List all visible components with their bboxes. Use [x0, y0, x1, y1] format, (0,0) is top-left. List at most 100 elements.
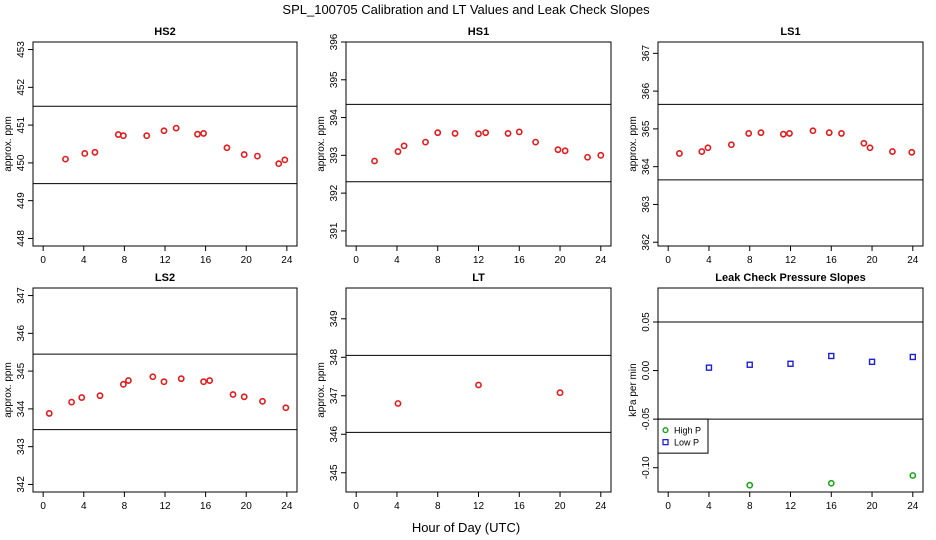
y-tick-label: 345 — [329, 464, 340, 481]
data-point — [400, 142, 408, 150]
y-tick-label: 345 — [16, 362, 27, 379]
data-point — [698, 148, 706, 155]
x-tick-label: 24 — [281, 501, 293, 512]
data-point — [504, 130, 512, 137]
x-tick-label: 12 — [785, 501, 797, 512]
data-point — [68, 398, 75, 406]
panel-title: HS1 — [468, 26, 489, 38]
data-point — [62, 155, 69, 163]
data-point — [746, 481, 754, 489]
data-point — [149, 373, 157, 381]
data-point — [240, 393, 248, 401]
plot-frame — [32, 287, 298, 493]
chart-panel-6: Leak Check Pressure Slopes 0 4 8 12 16 20 24 -0.… — [628, 272, 924, 512]
data-point — [422, 138, 429, 146]
chart-panel-1: HS2 0 4 8 12 16 20 24 448 449 450 451 452 453 approx. … — [3, 26, 298, 266]
x-tick-label: 12 — [785, 255, 797, 266]
data-point — [556, 389, 564, 397]
data-point — [727, 141, 735, 149]
y-tick-label: -0.05 — [641, 407, 652, 430]
legend: High P Low P — [657, 418, 709, 454]
chart-panel-2: HS1 0 4 8 12 16 20 24 391 392 393 394 395 396 approx. … — [316, 26, 612, 266]
data-point — [860, 139, 868, 147]
y-axis-label: approx. ppm — [3, 116, 14, 172]
data-point — [143, 132, 151, 140]
data-point — [597, 151, 605, 159]
chart-panel-5: LT 0 4 8 12 16 20 24 345 346 347 348 349 approx. ppm — [316, 272, 612, 512]
legend-marker — [662, 427, 669, 434]
chart-panel-3: LS1 0 4 8 12 16 20 24 362 363 364 365 366 367 approx. … — [628, 26, 924, 266]
data-point — [889, 148, 896, 155]
y-tick-label: 395 — [329, 71, 340, 88]
data-point — [554, 146, 562, 154]
legend-marker — [662, 438, 669, 446]
panel-title: LT — [472, 272, 485, 284]
y-tick-label: 363 — [641, 196, 652, 213]
data-point — [676, 150, 683, 157]
plot-frame — [345, 41, 612, 247]
data-point — [371, 157, 378, 165]
x-tick-label: 12 — [473, 501, 485, 512]
y-axis-label: approx. ppm — [316, 116, 327, 172]
data-point — [828, 352, 835, 360]
data-point — [434, 129, 442, 137]
y-tick-label: 365 — [641, 120, 652, 137]
data-point — [119, 380, 127, 388]
x-tick-label: 0 — [665, 501, 671, 512]
x-tick-label: 0 — [40, 501, 46, 512]
x-tick-label: 16 — [200, 255, 212, 266]
legend-label: Low P — [674, 438, 699, 448]
x-tick-label: 20 — [866, 501, 878, 512]
x-tick-label: 24 — [907, 501, 919, 512]
data-point — [200, 378, 207, 386]
data-point — [275, 160, 283, 168]
data-point — [78, 394, 86, 401]
x-tick-label: 8 — [122, 501, 128, 512]
data-point — [809, 127, 817, 135]
data-point — [704, 144, 712, 152]
x-tick-label: 0 — [353, 501, 359, 512]
legend-box — [657, 418, 709, 454]
data-point — [253, 152, 261, 160]
data-point — [394, 400, 402, 407]
x-tick-label: 12 — [159, 501, 171, 512]
data-point — [827, 479, 835, 487]
x-tick-label: 24 — [595, 255, 607, 266]
y-tick-label: 392 — [329, 184, 340, 201]
y-axis-label: approx. ppm — [628, 116, 639, 172]
data-point — [160, 378, 168, 386]
data-point — [281, 156, 289, 164]
data-point — [532, 138, 539, 146]
y-tick-label: 343 — [16, 438, 27, 455]
x-tick-label: 4 — [706, 501, 712, 512]
data-point — [259, 397, 266, 405]
x-tick-label: 8 — [435, 501, 441, 512]
data-point — [96, 392, 104, 400]
x-tick-label: 8 — [747, 501, 753, 512]
data-point — [825, 129, 833, 137]
data-point — [757, 129, 765, 137]
data-point — [838, 130, 845, 137]
y-tick-label: 367 — [641, 45, 652, 62]
x-tick-label: 16 — [200, 501, 212, 512]
y-tick-label: 346 — [329, 425, 340, 442]
y-tick-label: 453 — [16, 41, 27, 58]
x-tick-label: 20 — [866, 255, 878, 266]
data-point — [787, 360, 794, 367]
x-tick-label: 20 — [241, 501, 253, 512]
data-point — [45, 410, 53, 417]
chart-panel-4: LS2 0 4 8 12 16 20 24 342 343 344 345 346 347 approx. … — [3, 272, 298, 512]
data-point — [229, 391, 237, 398]
data-point — [705, 364, 713, 371]
data-point — [475, 381, 482, 389]
data-point — [119, 132, 127, 140]
data-point — [91, 148, 99, 156]
data-point — [125, 377, 132, 384]
y-tick-label: 362 — [641, 233, 652, 250]
plot-frame — [657, 41, 924, 247]
x-tick-label: 24 — [595, 501, 607, 512]
x-tick-label: 20 — [241, 255, 253, 266]
data-point — [475, 130, 482, 138]
panel-title: HS2 — [154, 26, 175, 38]
